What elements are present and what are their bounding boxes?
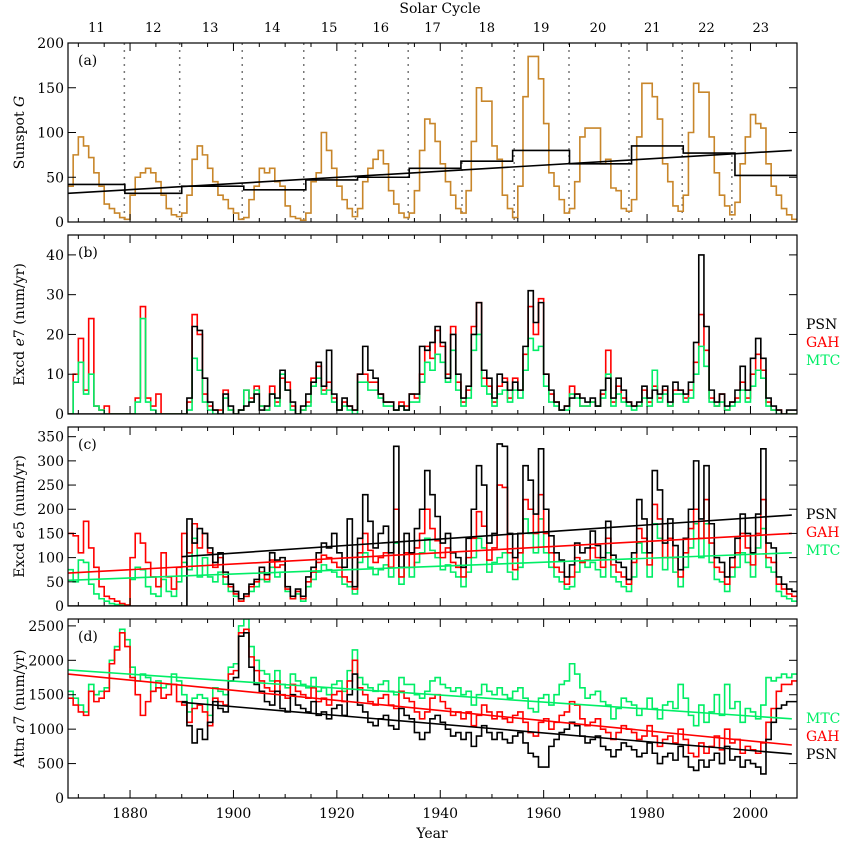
cycle-label-11: 11: [88, 21, 105, 36]
panel-c: 0 50 100 150 200 250 300 350 (c) Excd 𝑒5 (num/yr)…: [12, 426, 840, 615]
series-sunspot: [68, 55, 797, 222]
trend-line-mtc: [68, 551, 792, 582]
trend-line-gah: [68, 673, 792, 746]
y-axis-label: Sunspot 𝐺: [12, 96, 28, 169]
x-tick-label: 1920: [319, 806, 355, 822]
y-axis-label: Excd 𝑒5 (num/yr): [12, 455, 28, 578]
cycle-label-16: 16: [373, 21, 390, 36]
x-axis-label: Year: [415, 826, 448, 842]
x-tick-label: 1960: [526, 806, 562, 822]
x-tick-label: 1880: [112, 806, 148, 822]
y-tick-label: 500: [37, 757, 64, 773]
series-group: [68, 619, 797, 775]
y-tick-label: 300: [37, 454, 64, 470]
y-tick-label: 20: [46, 327, 64, 343]
y-tick-label: 250: [37, 478, 64, 494]
cycle-label-12: 12: [145, 21, 162, 36]
legend-psn: PSN: [806, 507, 837, 523]
series-gah: [68, 628, 797, 758]
trend-line-psn: [181, 514, 792, 558]
x-tick-label: 2000: [733, 806, 769, 822]
trend-line-mtc: [68, 669, 792, 720]
legend-mtc: MTC: [806, 543, 840, 559]
cycle-label-23: 23: [753, 21, 770, 36]
y-tick-label: 30: [46, 288, 64, 304]
y-tick-label: 1000: [28, 722, 64, 738]
y-tick-label: 1500: [28, 688, 64, 704]
series-gah: [68, 484, 797, 606]
y-axis-label: Excd 𝑒7 (num/yr): [12, 263, 28, 386]
legend-psn: PSN: [806, 317, 837, 333]
panel-frame: [67, 618, 798, 799]
y-tick-label: 200: [37, 36, 64, 52]
trend-line-gah: [68, 532, 792, 574]
cycle-label-20: 20: [590, 21, 607, 36]
trend-line-psn: [68, 149, 792, 195]
y-tick-label: 0: [55, 407, 64, 423]
series-group: [68, 443, 797, 606]
y-tick-label: 0: [55, 215, 64, 231]
cycle-label-22: 22: [698, 21, 715, 36]
y-tick-label: 2000: [28, 653, 64, 669]
series-mtc: [68, 619, 797, 727]
panel-a: 0 50 100 150 200 (a) Sunspot 𝐺: [12, 36, 798, 231]
cycle-label-17: 17: [424, 21, 441, 36]
y-tick-label: 10: [46, 367, 64, 383]
cycle-label-13: 13: [202, 21, 219, 36]
x-tick-label: 1940: [422, 806, 458, 822]
series-psn: [68, 254, 797, 414]
cycle-label-19: 19: [533, 21, 550, 36]
y-tick-label: 0: [55, 791, 64, 807]
cycle-label-21: 21: [644, 21, 661, 36]
panel-label: (a): [78, 53, 97, 69]
y-tick-label: 100: [37, 126, 64, 142]
x-tick-labels: 1880 1900 1920 1940 1960 1980 2000: [112, 806, 768, 822]
legend-gah: GAH: [806, 525, 840, 541]
solar-cycle-title: Solar Cycle: [399, 1, 480, 17]
y-tick-label: 50: [46, 575, 64, 591]
series-group: [68, 55, 797, 222]
y-tick-label: 2500: [28, 619, 64, 635]
y-tick-label: 50: [46, 170, 64, 186]
cycle-label-15: 15: [321, 21, 338, 36]
panel-label: (d): [78, 629, 98, 645]
cycle-label-18: 18: [479, 21, 496, 36]
panel-frame: [67, 426, 798, 607]
y-tick-label: 0: [55, 599, 64, 615]
legend-mtc: MTC: [806, 711, 840, 727]
series-group: [68, 254, 797, 414]
x-tick-label: 1900: [216, 806, 252, 822]
series-psn: [181, 631, 797, 775]
y-tick-label: 40: [46, 248, 64, 264]
trend-line-psn: [181, 701, 792, 755]
panel-label: (b): [78, 245, 98, 261]
legend-mtc: MTC: [806, 353, 840, 369]
y-axis-label: Attn 𝑎7 (num/yr): [12, 650, 28, 769]
y-tick-label: 200: [37, 502, 64, 518]
panel-frame: [67, 234, 798, 415]
y-tick-label: 350: [37, 430, 64, 446]
legend-gah: GAH: [806, 729, 840, 745]
series-gah: [68, 297, 797, 414]
series-psn: [68, 443, 797, 606]
legend-gah: GAH: [806, 335, 840, 351]
cycle-labels: 11 12 13 14 15 16 17 18 19 20 21 22 23: [88, 21, 769, 36]
legend-psn: PSN: [806, 747, 837, 763]
x-tick-label: 1980: [629, 806, 665, 822]
y-tick-label: 150: [37, 526, 64, 542]
cycle-label-14: 14: [264, 21, 281, 36]
y-tick-label: 100: [37, 551, 64, 567]
panel-d: 0 500 1000 1500 2000 2500 (d) Attn 𝑎7 (num/yr) M…: [12, 618, 840, 807]
series-mtc: [68, 317, 797, 414]
y-tick-label: 150: [37, 81, 64, 97]
panel-b: 0 10 20 30 40 (b) Excd 𝑒7 (num/yr) PSN GAH MTC: [12, 234, 840, 423]
panel-label: (c): [78, 437, 97, 453]
